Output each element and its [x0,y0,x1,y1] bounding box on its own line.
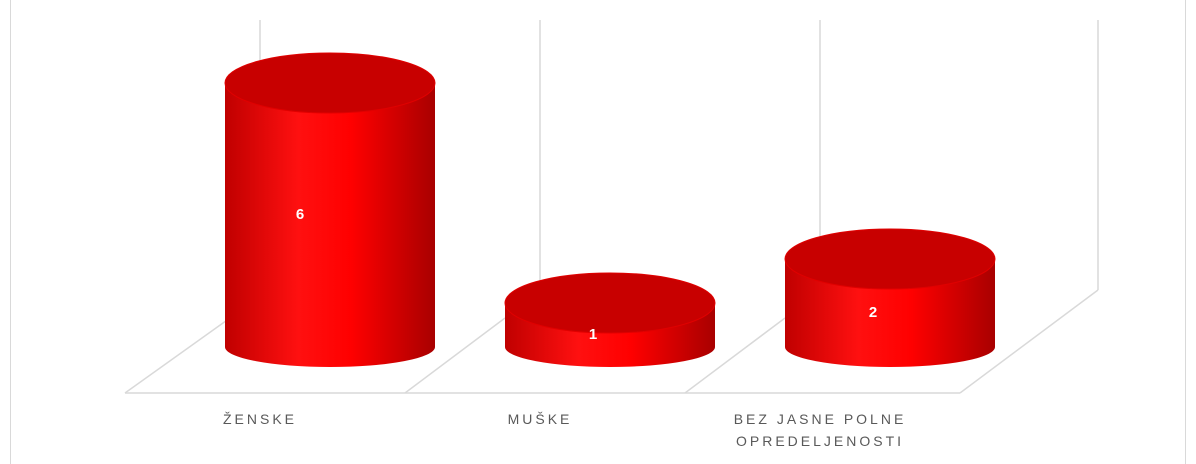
x-tick-label: BEZ JASNE POLNE OPREDELJENOSTI [733,411,907,449]
value-label: 1 [589,326,597,343]
chart-walls [124,20,1099,394]
cylinder-body [505,303,715,367]
chart-border [10,0,1186,464]
value-label: 2 [869,304,877,321]
x-tick-label: ŽENSKE [222,411,297,427]
cylinder-top [224,52,436,114]
x-tick-label: MUŠKE [507,411,573,427]
cylinder-top [784,228,996,290]
cylinder-body [785,259,995,367]
value-label: 6 [296,206,304,223]
cylinder-body [225,83,435,367]
cylinder-top [504,272,716,334]
